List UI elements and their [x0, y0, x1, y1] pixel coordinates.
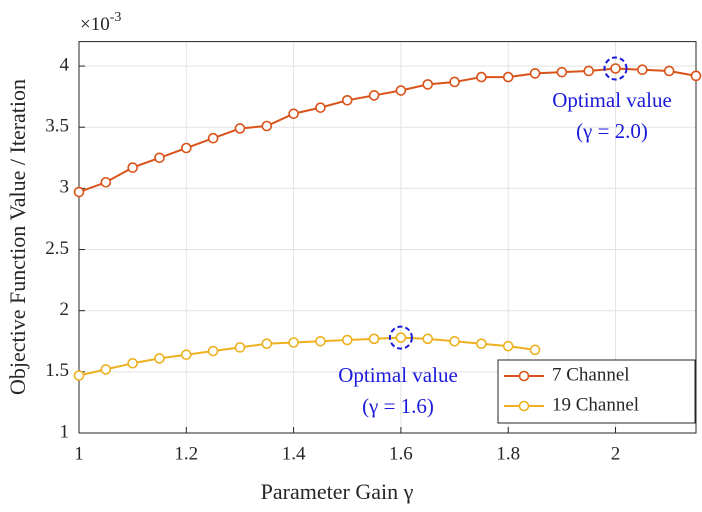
data-point [502, 340, 514, 352]
data-point [637, 64, 648, 76]
data-point [663, 65, 675, 77]
x-tick-label: 1.8 [496, 443, 520, 464]
data-point [341, 334, 353, 346]
x-tick-label: 1.4 [282, 443, 306, 464]
optimal-marker [603, 56, 628, 81]
data-point [154, 152, 165, 164]
y-tick-label: 3 [60, 177, 70, 198]
data-point [181, 349, 192, 361]
y-multiplier: ×10-3 [80, 10, 121, 35]
y-tick-label: 2.5 [45, 238, 69, 259]
data-point [476, 71, 487, 83]
data-point [690, 70, 702, 82]
data-point [368, 333, 380, 345]
data-point [234, 123, 246, 134]
y-tick-label: 1.5 [45, 360, 69, 381]
annotation: (γ = 1.6) [362, 394, 434, 418]
data-point [234, 342, 246, 353]
legend-label: 19 Channel [552, 394, 639, 415]
legend: 7 Channel 19 Channel [497, 359, 696, 424]
data-point [476, 338, 487, 350]
optimal-marker [388, 325, 413, 350]
data-point [100, 176, 112, 188]
data-point [449, 335, 460, 347]
annotation: (γ = 2.0) [576, 119, 648, 143]
y-tick-label: 1 [60, 421, 70, 442]
data-point [127, 162, 138, 173]
y-axis-label: Objective Function Value / Iteration [5, 79, 30, 395]
data-point [422, 333, 434, 345]
x-tick-label: 1.6 [389, 443, 413, 464]
data-point [207, 132, 219, 144]
legend-marker [518, 400, 530, 412]
data-point [73, 186, 85, 198]
data-point [395, 85, 407, 96]
data-point [100, 364, 112, 375]
data-point [610, 63, 621, 74]
x-tick-label: 1.2 [174, 443, 198, 464]
data-point [556, 66, 568, 78]
legend-label: 7 Channel [552, 364, 630, 385]
multiplier-base: ×10 [80, 14, 110, 35]
x-tick-label: 2 [611, 443, 621, 464]
data-point [181, 142, 192, 154]
data-point [261, 120, 273, 132]
data-point [288, 337, 299, 348]
legend-box [497, 359, 696, 424]
data-point [529, 344, 541, 356]
data-point [502, 71, 514, 83]
data-point [73, 370, 85, 381]
data-point [127, 357, 138, 369]
data-point [154, 353, 165, 364]
data-point [315, 102, 326, 113]
multiplier-exponent: -3 [110, 10, 122, 25]
data-point [368, 90, 380, 101]
data-point [395, 332, 407, 343]
annotation: Optimal value [552, 88, 672, 112]
y-tick-label: 4 [60, 54, 70, 75]
data-point [422, 79, 434, 90]
data-point [288, 108, 299, 120]
y-tick-label: 3.5 [45, 116, 69, 137]
data-point [583, 65, 594, 77]
data-point [529, 68, 541, 79]
data-point [341, 95, 353, 106]
data-point [207, 345, 219, 357]
legend-marker [518, 370, 530, 382]
axes-frame [78, 41, 697, 434]
y-tick-label: 2 [60, 299, 70, 320]
data-point [449, 76, 460, 88]
data-point [315, 335, 326, 347]
annotation: Optimal value [338, 363, 458, 387]
x-axis-label: Parameter Gain γ [261, 479, 414, 504]
data-point [261, 338, 273, 350]
x-tick-label: 1 [74, 443, 84, 464]
